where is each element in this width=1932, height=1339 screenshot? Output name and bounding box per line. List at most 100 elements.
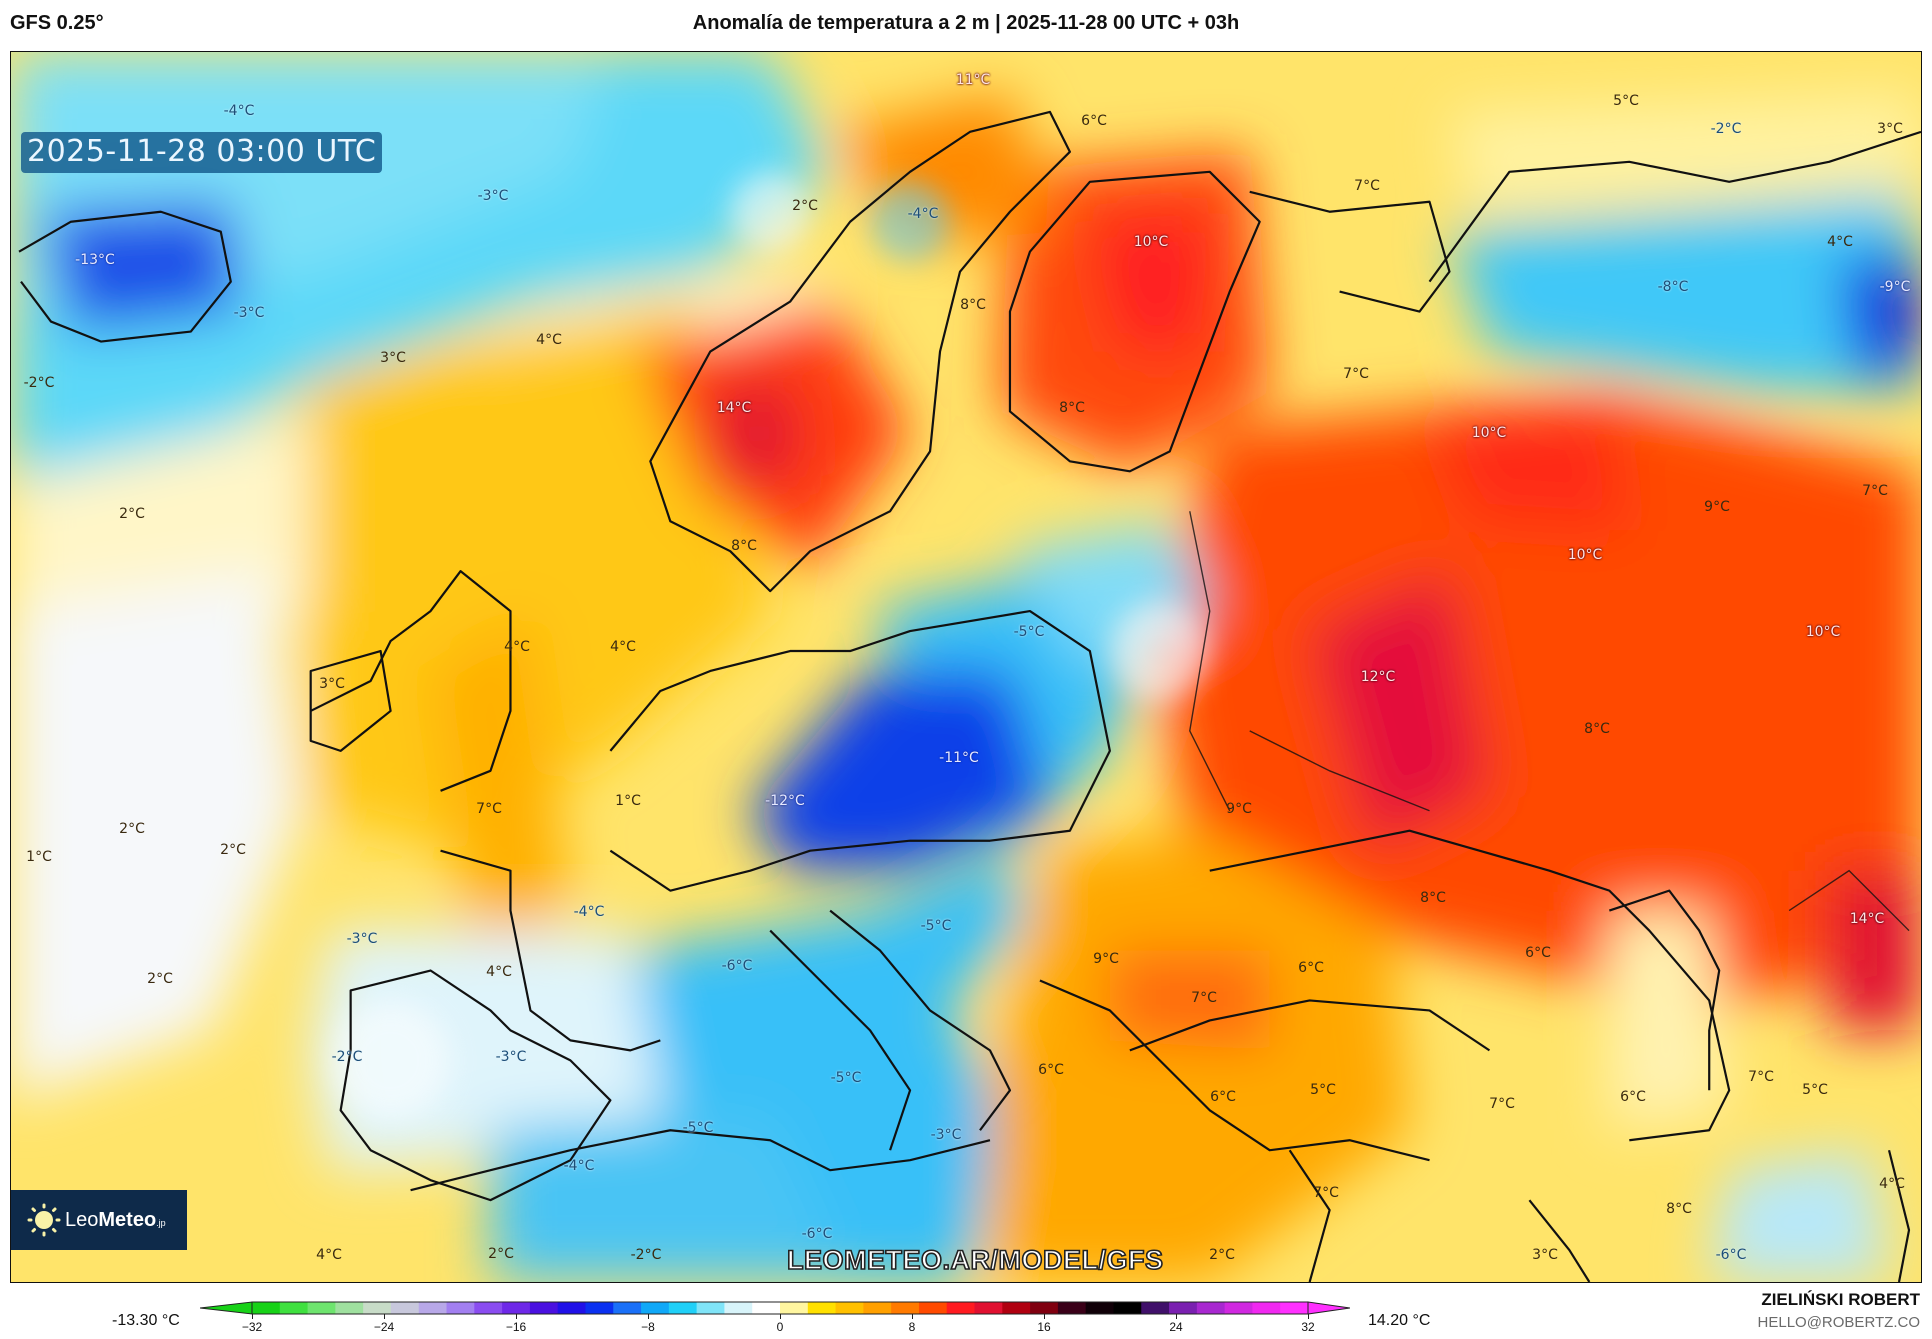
temperature-label: -6°C: [801, 1226, 833, 1242]
temperature-label: -3°C: [346, 931, 378, 947]
temperature-label: -12°C: [765, 793, 805, 809]
tick-label: 32: [1301, 1320, 1315, 1334]
temperature-label: -3°C: [477, 188, 509, 204]
valid-time-badge: 2025-11-28 03:00 UTC: [21, 132, 383, 173]
chart-title: Anomalía de temperatura a 2 m | 2025-11-…: [692, 12, 1240, 34]
tick-label: 16: [1037, 1320, 1051, 1334]
temperature-label: 7°C: [1354, 178, 1380, 194]
temperature-label: -6°C: [721, 958, 753, 974]
temperature-label: 14°C: [716, 400, 752, 416]
temperature-label: 4°C: [1879, 1176, 1905, 1192]
temperature-label: 7°C: [1748, 1069, 1774, 1085]
temperature-label: -4°C: [563, 1158, 595, 1174]
temperature-label: -3°C: [233, 305, 265, 321]
temperature-label: 4°C: [316, 1247, 342, 1263]
temperature-label: 10°C: [1805, 624, 1841, 640]
temperature-label: -2°C: [331, 1049, 363, 1065]
temperature-label: 11°C: [955, 72, 991, 88]
temperature-label: 5°C: [1613, 93, 1639, 109]
sun-icon: [27, 1203, 61, 1237]
temperature-label: 4°C: [1827, 234, 1853, 250]
tick-mark: [912, 1314, 913, 1319]
min-value-label: -13.30 °C: [112, 1312, 180, 1329]
temperature-label: 5°C: [1802, 1082, 1828, 1098]
temperature-label: -5°C: [682, 1120, 714, 1136]
temperature-label: 8°C: [1420, 890, 1446, 906]
temperature-label: -4°C: [223, 103, 255, 119]
temperature-label: 3°C: [380, 350, 406, 366]
temperature-label: 6°C: [1620, 1089, 1646, 1105]
tick-label: −16: [505, 1320, 527, 1334]
temperature-label: 4°C: [610, 639, 636, 655]
temperature-label: 12°C: [1360, 669, 1396, 685]
temperature-label: 8°C: [960, 297, 986, 313]
tick-label: −24: [373, 1320, 395, 1334]
temperature-label: 1°C: [615, 793, 641, 809]
tick-mark: [252, 1314, 253, 1319]
author-email: HELLO@ROBERTZ.CO: [1757, 1314, 1920, 1331]
temperature-label: -2°C: [630, 1247, 662, 1263]
tick-label: −8: [641, 1320, 655, 1334]
tick-mark: [516, 1314, 517, 1319]
temperature-label: 6°C: [1081, 113, 1107, 129]
temperature-label: 9°C: [1093, 951, 1119, 967]
tick-mark: [780, 1314, 781, 1319]
temperature-label: -3°C: [930, 1127, 962, 1143]
temperature-label: -3°C: [495, 1049, 527, 1065]
temperature-label: 10°C: [1471, 425, 1507, 441]
temperature-label: 6°C: [1038, 1062, 1064, 1078]
tick-label: −32: [241, 1320, 263, 1334]
temperature-label: 1°C: [26, 849, 52, 865]
temperature-label: -2°C: [23, 375, 55, 391]
temperature-label: -2°C: [1710, 121, 1742, 137]
temperature-label: 5°C: [1310, 1082, 1336, 1098]
leometeo-logo: LeoMeteo.jp: [11, 1190, 187, 1250]
temperature-label: -13°C: [75, 252, 115, 268]
temperature-label: 2°C: [147, 971, 173, 987]
temperature-label: -5°C: [830, 1070, 862, 1086]
max-value-label: 14.20 °C: [1368, 1312, 1431, 1329]
model-label: GFS 0.25°: [10, 12, 104, 34]
tick-mark: [384, 1314, 385, 1319]
tick-mark: [648, 1314, 649, 1319]
temperature-label: 7°C: [476, 801, 502, 817]
temperature-label: -6°C: [1715, 1247, 1747, 1263]
colorbar: [200, 1301, 1350, 1315]
temperature-label: 6°C: [1210, 1089, 1236, 1105]
temperature-label: 9°C: [1704, 499, 1730, 515]
temperature-label: 4°C: [504, 639, 530, 655]
temperature-label: 8°C: [1059, 400, 1085, 416]
temperature-label: -9°C: [1879, 279, 1911, 295]
temperature-label: 2°C: [119, 506, 145, 522]
temperature-anomaly-map: 2025-11-28 03:00 UTC -4°C -3°C -13°C -3°C -2…: [10, 51, 1922, 1283]
temperature-label: 9°C: [1226, 801, 1252, 817]
temperature-label: 8°C: [731, 538, 757, 554]
temperature-label: 7°C: [1862, 483, 1888, 499]
temperature-label: 6°C: [1298, 960, 1324, 976]
temperature-label: 8°C: [1666, 1201, 1692, 1217]
temperature-label: 2°C: [119, 821, 145, 837]
temperature-label: 14°C: [1849, 911, 1885, 927]
temperature-label: -5°C: [920, 918, 952, 934]
tick-label: 8: [908, 1320, 916, 1334]
temperature-label: 7°C: [1191, 990, 1217, 1006]
temperature-label: 10°C: [1133, 234, 1169, 250]
temperature-label: 3°C: [319, 676, 345, 692]
tick-label: 0: [776, 1320, 784, 1334]
temperature-label: -5°C: [1013, 624, 1045, 640]
tick-mark: [1044, 1314, 1045, 1319]
temperature-label: 2°C: [488, 1246, 514, 1262]
temperature-label: -4°C: [573, 904, 605, 920]
temperature-label: -4°C: [907, 206, 939, 222]
temperature-label: 8°C: [1584, 721, 1610, 737]
temperature-label: 4°C: [486, 964, 512, 980]
tick-mark: [1176, 1314, 1177, 1319]
temperature-label: 3°C: [1877, 121, 1903, 137]
author-name: ZIELIŃSKI ROBERT: [1761, 1290, 1920, 1309]
tick-mark: [1308, 1314, 1309, 1319]
temperature-label: 7°C: [1489, 1096, 1515, 1112]
temperature-label: -11°C: [939, 750, 979, 766]
source-watermark: LEOMETEO.AR/MODEL/GFS: [786, 1244, 1164, 1276]
temperature-label: 2°C: [1209, 1247, 1235, 1263]
logo-text: LeoMeteo.jp: [65, 1208, 166, 1231]
